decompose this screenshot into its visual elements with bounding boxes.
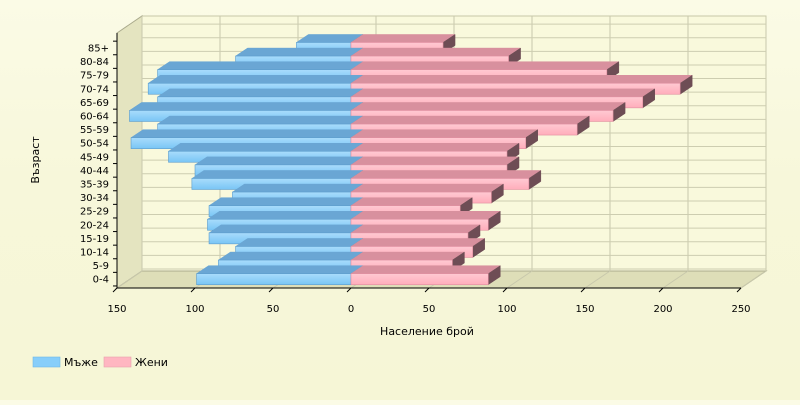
y-tick-label: 55-59 xyxy=(80,125,109,136)
y-tick-label: 0-4 xyxy=(93,275,109,286)
bar-front-face xyxy=(196,273,352,285)
x-axis-tick xyxy=(736,287,742,293)
legend-label: Мъже xyxy=(64,356,98,369)
legend-item-male: Мъже xyxy=(32,356,98,369)
bar-top-face xyxy=(350,183,505,193)
x-tick-label: 50 xyxy=(267,304,280,315)
x-tick-label: 150 xyxy=(575,304,594,315)
legend-item-female: Жени xyxy=(103,356,168,369)
bar-top-face xyxy=(234,238,364,247)
bar-top-face xyxy=(350,75,693,84)
bar-top-face xyxy=(350,61,620,70)
bar-top-face xyxy=(350,265,502,274)
y-tick-label: 5-9 xyxy=(93,261,109,272)
y-tick-label: 10-14 xyxy=(80,247,109,258)
bar-top-face xyxy=(130,129,364,138)
y-tick-label: 35-39 xyxy=(80,179,109,190)
y-tick-label: 60-64 xyxy=(80,111,109,122)
x-tick-label: 100 xyxy=(185,304,204,315)
floor-grid-line xyxy=(584,270,611,289)
bar-top-face xyxy=(350,197,474,206)
bar-top-face xyxy=(350,34,456,43)
bar-top-face xyxy=(195,265,364,274)
bar-top-face xyxy=(147,75,364,84)
bar-top-face xyxy=(156,88,364,98)
x-axis-tick xyxy=(112,287,118,293)
labels: 150 100 50 0 50 100 150 200 250 0-4 5-9 10-14 15-19 2… xyxy=(29,43,751,338)
bar-top-face xyxy=(350,102,626,111)
bar-top-face xyxy=(350,170,542,179)
bar-top-face xyxy=(156,115,364,125)
y-tick-label: 75-79 xyxy=(80,71,109,82)
floor-grid-line xyxy=(116,270,143,289)
bar-front-face xyxy=(350,273,489,285)
x-tick-label: 50 xyxy=(423,304,436,315)
bar-top-face xyxy=(167,143,364,152)
y-tick-label: 30-34 xyxy=(80,193,109,204)
x-axis-tick xyxy=(424,287,430,293)
x-axis-tick xyxy=(268,287,274,293)
y-tick-label: 65-69 xyxy=(80,98,109,109)
y-tick-label: 25-29 xyxy=(80,207,109,218)
bar-top-face xyxy=(191,170,364,179)
bars xyxy=(128,33,693,286)
bar-top-face xyxy=(217,251,364,261)
y-tick-label: 45-49 xyxy=(80,152,109,163)
x-axis-tick xyxy=(346,287,352,293)
x-tick-label: 150 xyxy=(107,304,126,315)
bar-top-face xyxy=(350,238,486,247)
bar-top-face xyxy=(231,183,364,193)
x-tick-label: 200 xyxy=(653,304,672,315)
bar-top-face xyxy=(350,251,466,261)
bar-top-face xyxy=(194,156,364,166)
left-wall xyxy=(116,15,143,289)
x-axis-title: Население брой xyxy=(380,325,474,338)
bar-top-face xyxy=(350,211,502,220)
y-tick-label: 85+ xyxy=(88,43,109,54)
bar-top-face xyxy=(350,115,591,125)
bar-top-face xyxy=(208,224,364,234)
y-tick-label: 20-24 xyxy=(80,220,109,231)
x-axis-tick xyxy=(658,287,664,293)
legend-swatch xyxy=(103,356,132,368)
floor-grid-line xyxy=(662,270,689,289)
legend: Мъже Жени xyxy=(32,356,168,369)
bar-male-0-4 xyxy=(195,265,364,286)
floor-grid-line xyxy=(740,270,767,289)
bar-top-face xyxy=(350,224,481,234)
y-tick-label: 50-54 xyxy=(80,139,109,150)
axes xyxy=(112,33,742,293)
x-tick-label: 250 xyxy=(731,304,750,315)
bar-female-0-4 xyxy=(350,265,502,286)
x-axis-tick xyxy=(190,287,196,293)
bar-top-face xyxy=(350,129,539,138)
y-tick-label: 15-19 xyxy=(80,234,109,245)
x-axis-tick xyxy=(502,287,508,293)
x-axis-tick xyxy=(580,287,586,293)
bar-top-face xyxy=(206,211,364,220)
bar-top-face xyxy=(350,156,520,166)
bar-top-face xyxy=(208,197,364,206)
floor-grid-line xyxy=(506,270,533,289)
x-tick-label: 100 xyxy=(497,304,516,315)
bar-top-face xyxy=(128,102,364,111)
legend-label: Жени xyxy=(135,356,168,369)
y-tick-label: 40-44 xyxy=(80,166,109,177)
bar-top-face xyxy=(156,61,364,70)
legend-swatch xyxy=(32,356,61,368)
bar-top-face xyxy=(350,88,656,98)
bar-top-face xyxy=(234,47,364,57)
bar-top-face xyxy=(350,143,520,152)
y-axis-title: Възраст xyxy=(29,136,42,184)
y-tick-label: 70-74 xyxy=(80,84,109,95)
y-tick-label: 80-84 xyxy=(80,57,109,68)
x-tick-label: 0 xyxy=(348,304,354,315)
bar-top-face xyxy=(350,47,522,57)
